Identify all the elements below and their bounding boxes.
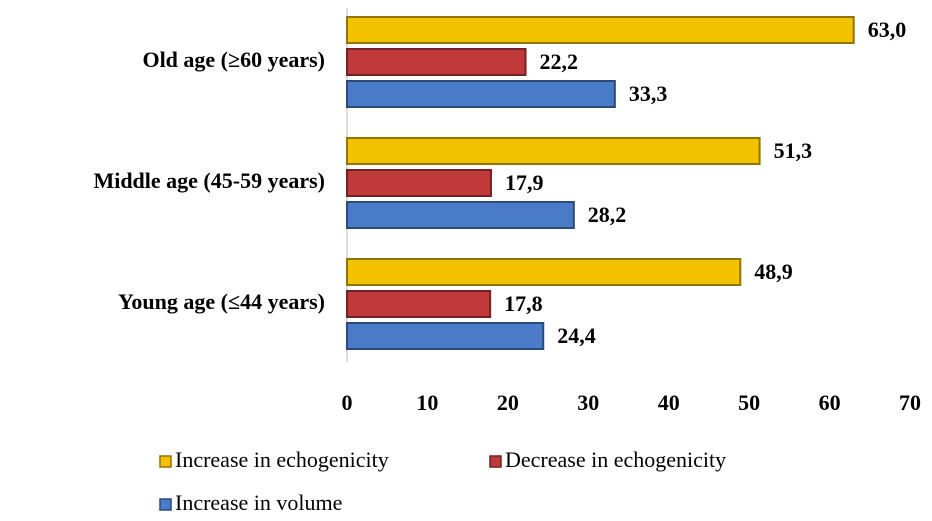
- bar: [346, 80, 616, 108]
- x-tick-label: 70: [899, 390, 921, 415]
- bar: [346, 48, 527, 76]
- data-label: 28,2: [588, 202, 627, 227]
- data-label: 63,0: [868, 17, 907, 42]
- bar: [346, 169, 492, 197]
- x-tick-label: 60: [819, 390, 841, 415]
- y-tick-label: Young age (≤44 years): [118, 289, 325, 314]
- data-label: 17,9: [505, 170, 544, 195]
- y-tick-label: Old age (≥60 years): [142, 47, 325, 72]
- legend-swatch: [159, 455, 172, 468]
- data-label: 22,2: [540, 49, 579, 74]
- x-tick-label: 30: [577, 390, 599, 415]
- x-tick-label: 10: [416, 390, 438, 415]
- legend-swatch: [489, 455, 502, 468]
- legend-label: Decrease in echogenicity: [505, 447, 726, 472]
- bar: [346, 290, 492, 318]
- x-tick-label: 0: [342, 390, 353, 415]
- bar: [346, 137, 761, 165]
- bar: [346, 16, 855, 44]
- x-tick-label: 20: [497, 390, 519, 415]
- bar: [346, 322, 545, 350]
- data-label: 48,9: [754, 259, 793, 284]
- bar: [346, 201, 575, 229]
- data-label: 17,8: [504, 291, 542, 316]
- data-label: 51,3: [774, 138, 813, 163]
- x-tick-label: 50: [738, 390, 760, 415]
- data-label: 24,4: [557, 323, 596, 348]
- data-label: 33,3: [629, 81, 668, 106]
- y-tick-label: Middle age (45-59 years): [93, 168, 325, 193]
- bar: [346, 258, 742, 286]
- legend-label: Increase in volume: [175, 490, 342, 515]
- x-tick-label: 40: [658, 390, 680, 415]
- legend-label: Increase in echogenicity: [175, 447, 389, 472]
- legend-swatch: [159, 498, 172, 511]
